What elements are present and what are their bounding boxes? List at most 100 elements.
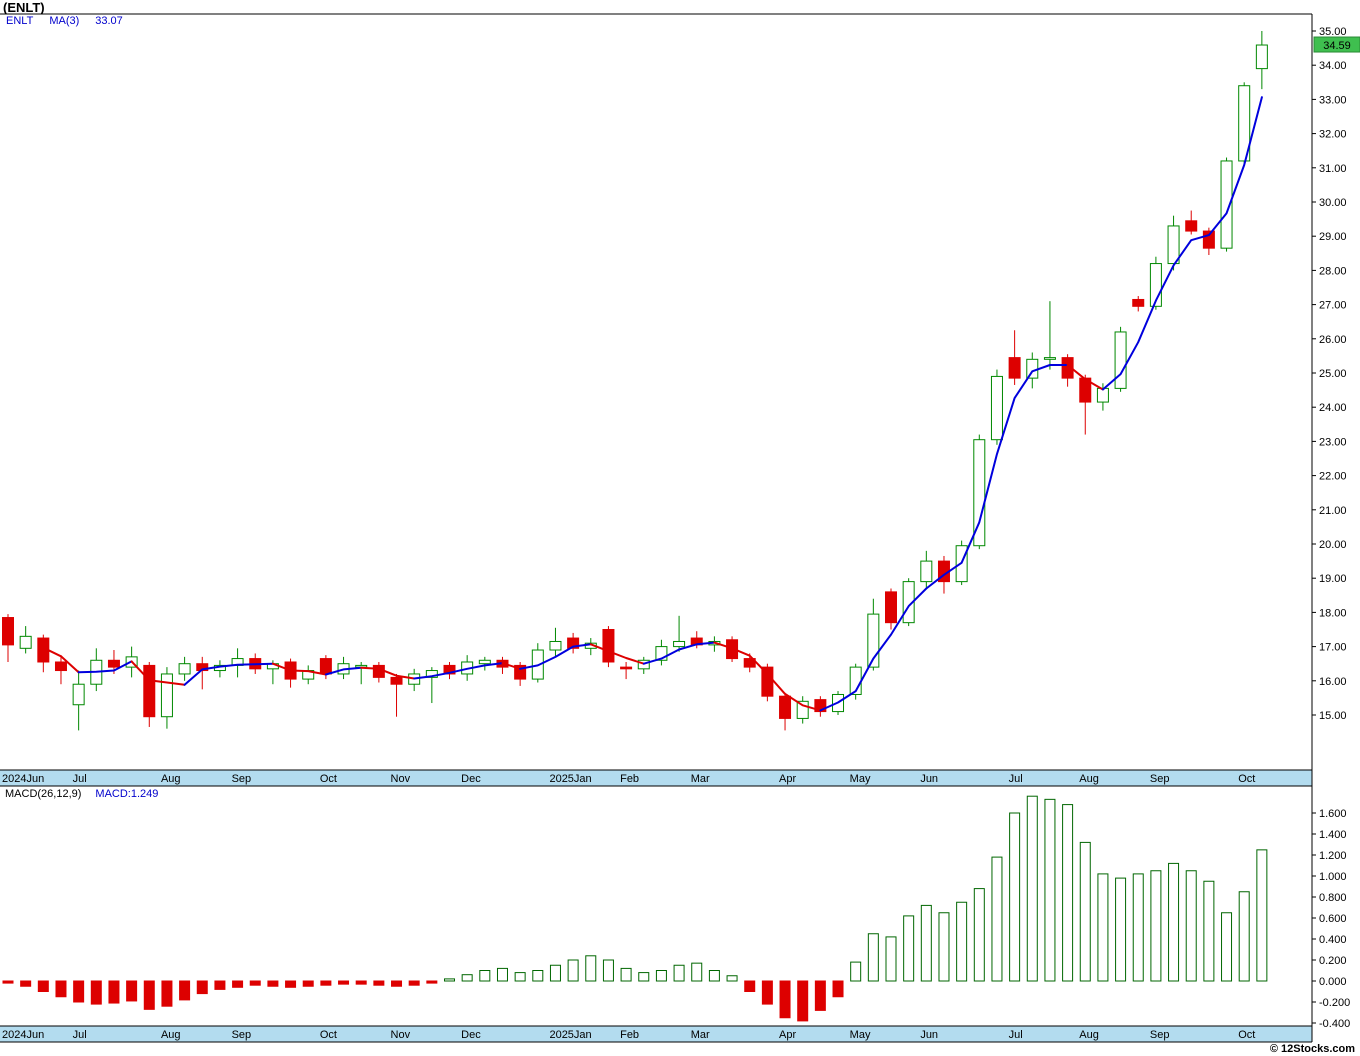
macd-bar-positive	[1115, 877, 1127, 982]
candle-body-down	[319, 658, 332, 675]
current-price-value: 34.59	[1323, 40, 1351, 52]
macd-bar-negative	[832, 980, 844, 998]
macd-bar-negative	[267, 980, 279, 987]
candle-body-up	[920, 560, 933, 583]
macd-bar-negative	[285, 980, 297, 988]
candle-body-down	[107, 659, 120, 668]
macd-bar-positive	[496, 967, 508, 982]
candle-body-down	[567, 637, 580, 649]
macd-bar-negative	[355, 980, 367, 985]
candle-body-up	[178, 663, 191, 675]
macd-bar-positive	[1238, 891, 1250, 982]
candle-body-up	[72, 683, 85, 706]
candle-body-up	[1255, 44, 1268, 70]
macd-bar-negative	[73, 980, 85, 1003]
macd-bar-negative	[143, 980, 155, 1010]
symbol-label: ENLT	[6, 15, 34, 27]
macd-bar-negative	[90, 980, 102, 1005]
month-label: Sep	[232, 773, 252, 785]
month-label: Aug	[161, 1029, 181, 1041]
macd-bar-negative	[338, 980, 350, 985]
candle-body-up	[1043, 357, 1056, 360]
price-axis-label: 35.00	[1319, 26, 1347, 38]
macd-bar-positive	[1168, 862, 1180, 982]
macd-bar-positive	[1185, 870, 1197, 982]
macd-bar-positive	[1150, 870, 1162, 982]
price-axis-label: 30.00	[1319, 197, 1347, 209]
macd-bar-positive	[479, 970, 491, 982]
candle-body-down	[443, 664, 456, 675]
candle-body-down	[390, 676, 403, 685]
macd-bar-positive	[903, 915, 915, 982]
macd-axis-label: 1.400	[1319, 829, 1347, 841]
candle-body-down	[1061, 357, 1074, 379]
month-label: 2024Jun	[2, 773, 44, 785]
macd-bar-positive	[1062, 804, 1074, 982]
macd-bar-negative	[814, 980, 826, 1011]
price-axis-label: 18.00	[1319, 607, 1347, 619]
ma-line-rising	[183, 662, 274, 686]
candle-body-up	[1238, 85, 1251, 162]
ma-line-rising	[413, 662, 504, 680]
price-axis-label: 20.00	[1319, 539, 1347, 551]
page-title: (ENLT)	[3, 0, 45, 15]
candle-body-up	[19, 635, 32, 649]
ma-line-falling	[130, 660, 186, 686]
month-label: Jul	[73, 773, 87, 785]
macd-bar-positive	[726, 975, 738, 982]
candle-body-down	[372, 664, 385, 678]
macd-label: MACD(26,12,9)	[5, 788, 82, 800]
macd-bar-negative	[161, 980, 173, 1007]
month-label: Dec	[461, 1029, 481, 1041]
macd-bar-negative	[126, 980, 138, 1002]
macd-bar-positive	[867, 933, 879, 982]
macd-bar-negative	[426, 980, 438, 984]
macd-bar-negative	[37, 980, 49, 992]
month-label: Sep	[1150, 1029, 1170, 1041]
candle-body-up	[867, 613, 880, 668]
candle-body-up	[549, 640, 562, 651]
macd-pane-legend: MACD(26,12,9) MACD:1.249	[5, 788, 158, 800]
month-label: Apr	[779, 1029, 796, 1041]
price-axis-label: 23.00	[1319, 436, 1347, 448]
price-axis-label: 15.00	[1319, 710, 1347, 722]
month-label: Nov	[391, 1029, 411, 1041]
macd-bar-positive	[1009, 812, 1021, 982]
macd-bar-negative	[761, 980, 773, 1005]
candle-body-up	[1220, 160, 1233, 249]
macd-axis-label: -0.200	[1319, 997, 1350, 1009]
candle-body-down	[602, 629, 615, 663]
month-label: 2024Jun	[2, 1029, 44, 1041]
month-label: Jul	[73, 1029, 87, 1041]
month-label: May	[850, 773, 871, 785]
candle-body-up	[673, 640, 686, 648]
ma-line-falling	[1066, 364, 1104, 391]
candle-body-down	[2, 617, 14, 646]
macd-bar-positive	[938, 912, 950, 982]
macd-bar-positive	[691, 962, 703, 982]
candle-body-down	[1008, 357, 1021, 379]
macd-bar-positive	[1132, 873, 1144, 982]
candle-body-up	[1149, 263, 1162, 307]
ma-line-falling	[713, 641, 822, 712]
candle-body-down	[1202, 230, 1215, 249]
price-axis-label: 19.00	[1319, 573, 1347, 585]
macd-bar-positive	[1026, 795, 1038, 982]
ma-line-falling	[360, 666, 416, 680]
candle-body-down	[143, 664, 156, 718]
macd-bar-positive	[850, 961, 862, 982]
ma-label: MA(3)	[49, 15, 80, 27]
month-label: 2025Jan	[549, 773, 591, 785]
month-label: Oct	[1238, 1029, 1255, 1041]
macd-bar-positive	[920, 904, 932, 982]
month-label: Oct	[1238, 773, 1255, 785]
candle-body-up	[1026, 358, 1039, 379]
ma-line-rising	[1101, 96, 1263, 391]
macd-bar-positive	[585, 955, 597, 982]
month-label: Jul	[1009, 773, 1023, 785]
price-axis-label: 28.00	[1319, 265, 1347, 277]
price-axis-label: 34.00	[1319, 60, 1347, 72]
candle-body-up	[796, 700, 809, 719]
month-band-bottom	[0, 1026, 1312, 1042]
